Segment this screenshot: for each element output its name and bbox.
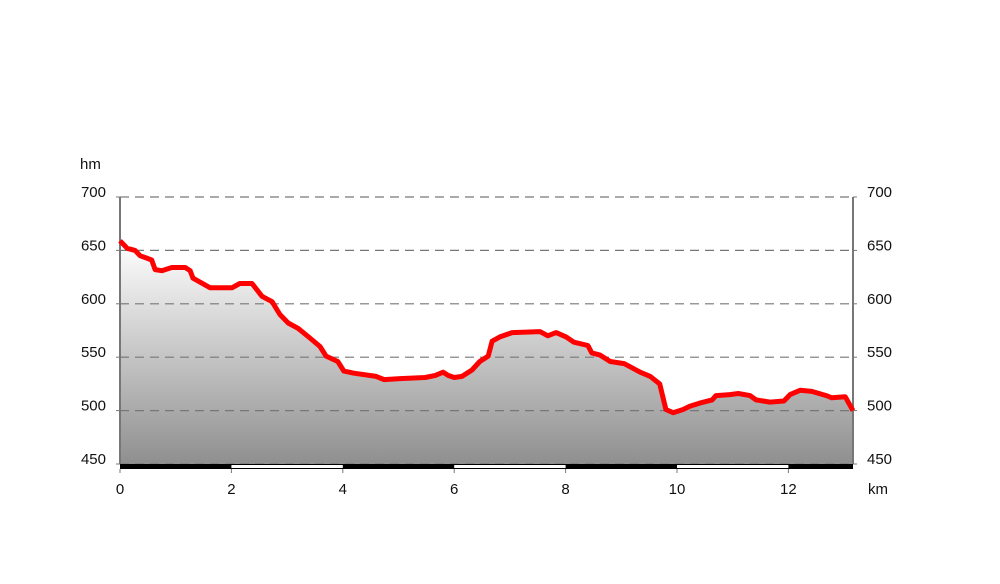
x-tick-label: 4 [339,481,347,498]
x-tick-label: 12 [780,481,797,498]
x-tick-label: 2 [227,481,235,498]
y-tick-label: 700 [81,184,106,201]
x-tick-label: 8 [561,481,569,498]
x-tick-label: 10 [669,481,686,498]
y2-tick-label: 650 [867,237,892,254]
scale-bar-segment [231,465,343,468]
y2-tick-label: 700 [867,184,892,201]
y2-tick-label: 550 [867,344,892,361]
y2-tick-label: 600 [867,291,892,308]
area [120,240,853,464]
y-tick-label: 550 [81,344,106,361]
x-tick-label: 0 [116,481,124,498]
line [118,239,856,416]
y-tick-label: 450 [81,451,106,468]
y2-tick-label: 450 [867,451,892,468]
y-tick-label: 600 [81,291,106,308]
x-tick-label: 6 [450,481,458,498]
y-tick-label: 650 [81,237,106,254]
scale-bar-segment [454,465,566,468]
y2-tick-label: 500 [867,398,892,415]
y-axis-label: hm [80,156,101,173]
x-axis-label: km [868,481,888,498]
y-tick-label: 500 [81,398,106,415]
scale-bar-segment [676,465,789,468]
